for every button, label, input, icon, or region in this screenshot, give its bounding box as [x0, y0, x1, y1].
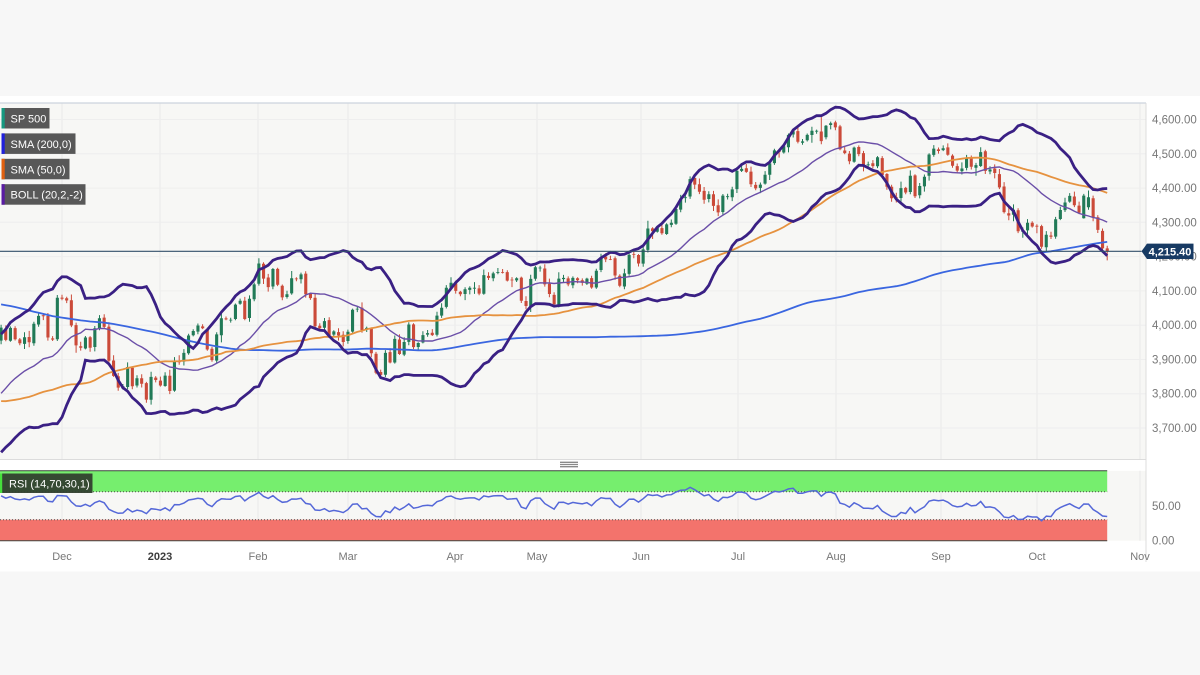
svg-text:SMA (200,0): SMA (200,0) — [11, 139, 72, 151]
svg-text:Dec: Dec — [52, 551, 72, 563]
svg-text:0.00: 0.00 — [1152, 536, 1174, 548]
svg-text:RSI (14,70,30,1): RSI (14,70,30,1) — [9, 479, 90, 491]
svg-text:Jun: Jun — [632, 551, 650, 563]
svg-text:SP 500: SP 500 — [11, 114, 47, 126]
svg-text:Jul: Jul — [731, 551, 745, 563]
svg-text:Aug: Aug — [826, 551, 846, 563]
svg-text:50.00: 50.00 — [1152, 501, 1181, 513]
svg-text:Oct: Oct — [1028, 551, 1045, 563]
svg-text:4,500.00: 4,500.00 — [1152, 149, 1197, 161]
svg-text:3,700.00: 3,700.00 — [1152, 423, 1197, 435]
svg-text:Mar: Mar — [339, 551, 358, 563]
svg-text:Nov: Nov — [1130, 551, 1150, 563]
svg-text:4,300.00: 4,300.00 — [1152, 217, 1197, 229]
svg-text:4,215.40: 4,215.40 — [1149, 246, 1192, 258]
svg-text:4,400.00: 4,400.00 — [1152, 183, 1197, 195]
svg-text:SMA (50,0): SMA (50,0) — [11, 164, 66, 176]
svg-text:4,600.00: 4,600.00 — [1152, 115, 1197, 127]
svg-text:3,900.00: 3,900.00 — [1152, 355, 1197, 367]
svg-text:4,100.00: 4,100.00 — [1152, 286, 1197, 298]
svg-text:Feb: Feb — [249, 551, 268, 563]
svg-text:May: May — [527, 551, 548, 563]
svg-text:Apr: Apr — [446, 551, 463, 563]
svg-text:Sep: Sep — [931, 551, 951, 563]
svg-text:4,000.00: 4,000.00 — [1152, 320, 1197, 332]
svg-text:BOLL (20,2,-2): BOLL (20,2,-2) — [11, 190, 83, 202]
svg-text:3,800.00: 3,800.00 — [1152, 389, 1197, 401]
svg-text:2023: 2023 — [148, 551, 172, 563]
